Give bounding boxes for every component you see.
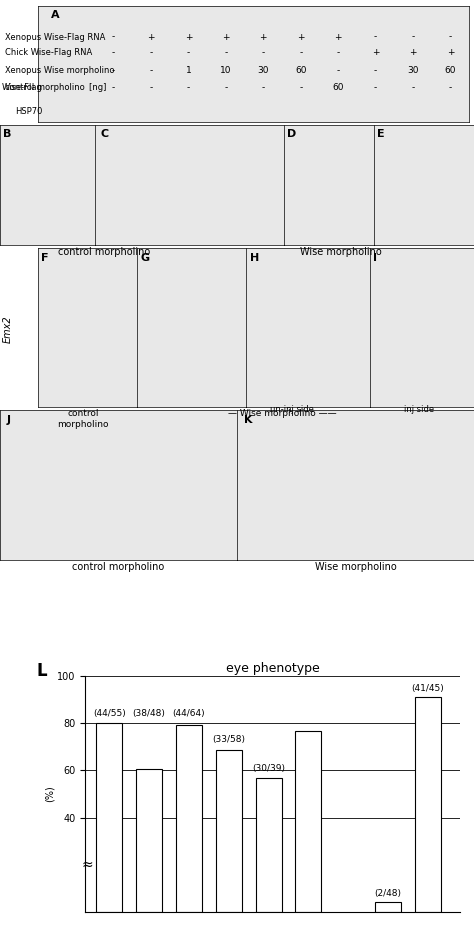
Text: -: - xyxy=(149,48,153,57)
Text: Chick Wise-Flag RNA: Chick Wise-Flag RNA xyxy=(5,48,92,57)
Text: ≈: ≈ xyxy=(82,857,93,872)
Y-axis label: (%): (%) xyxy=(45,785,55,803)
Text: HSP70: HSP70 xyxy=(15,106,43,116)
Text: I: I xyxy=(373,253,377,263)
Text: (2/48): (2/48) xyxy=(374,889,401,898)
Bar xyxy=(295,731,321,912)
Text: 60: 60 xyxy=(445,66,456,75)
Text: -: - xyxy=(112,48,115,57)
Text: -: - xyxy=(337,48,340,57)
Text: +: + xyxy=(260,32,267,42)
Text: -: - xyxy=(262,48,265,57)
Text: -: - xyxy=(299,48,302,57)
Text: 60: 60 xyxy=(332,83,344,93)
Text: B: B xyxy=(3,129,11,139)
Text: A: A xyxy=(51,10,59,20)
Text: (30/39): (30/39) xyxy=(252,764,285,773)
Text: Wise-Flag: Wise-Flag xyxy=(2,83,43,93)
Text: G: G xyxy=(141,253,150,263)
Text: -: - xyxy=(187,48,190,57)
Text: (41/45): (41/45) xyxy=(411,683,444,693)
Text: C: C xyxy=(100,129,109,139)
Text: 30: 30 xyxy=(257,66,269,75)
Text: 1: 1 xyxy=(185,66,191,75)
Bar xyxy=(136,770,162,912)
Text: 10: 10 xyxy=(220,66,232,75)
Text: un-inj side: un-inj side xyxy=(270,405,313,414)
Text: control morpholino  [ng]: control morpholino [ng] xyxy=(5,83,106,93)
Text: -: - xyxy=(224,48,228,57)
Text: control
morpholino: control morpholino xyxy=(57,409,109,429)
Text: -: - xyxy=(411,83,415,93)
Text: +: + xyxy=(222,32,229,42)
Text: -: - xyxy=(224,83,228,93)
Text: -: - xyxy=(411,32,415,42)
Text: -: - xyxy=(112,83,115,93)
Text: -: - xyxy=(337,66,340,75)
Text: -: - xyxy=(374,66,377,75)
Text: (38/48): (38/48) xyxy=(133,709,165,719)
Text: -: - xyxy=(449,32,452,42)
Text: J: J xyxy=(7,415,11,425)
Bar xyxy=(415,697,441,912)
Text: -: - xyxy=(149,83,153,93)
Text: -: - xyxy=(149,66,153,75)
Text: -: - xyxy=(187,83,190,93)
Bar xyxy=(255,778,282,912)
Text: Wise morpholino: Wise morpholino xyxy=(315,562,396,572)
Text: D: D xyxy=(287,129,296,139)
Text: -: - xyxy=(112,66,115,75)
Text: +: + xyxy=(372,48,379,57)
Text: -: - xyxy=(299,83,302,93)
Text: (44/55): (44/55) xyxy=(93,709,126,719)
Text: K: K xyxy=(244,415,253,425)
Text: F: F xyxy=(41,253,48,263)
Text: 60: 60 xyxy=(295,66,307,75)
Bar xyxy=(96,723,122,912)
Text: (44/64): (44/64) xyxy=(173,709,205,719)
Bar xyxy=(176,725,202,912)
Text: inj side: inj side xyxy=(404,405,435,414)
Text: +: + xyxy=(410,48,417,57)
Text: +: + xyxy=(297,32,304,42)
Text: -: - xyxy=(112,32,115,42)
Text: control morpholino: control morpholino xyxy=(58,247,150,257)
Text: +: + xyxy=(185,32,192,42)
Text: +: + xyxy=(447,48,454,57)
Text: Xenopus Wise morpholino: Xenopus Wise morpholino xyxy=(5,66,114,75)
Text: -: - xyxy=(262,83,265,93)
Text: +: + xyxy=(335,32,342,42)
Text: (33/58): (33/58) xyxy=(212,735,245,745)
Text: — Wise morpholino ——: — Wise morpholino —— xyxy=(228,409,337,419)
Text: L: L xyxy=(36,662,47,680)
Bar xyxy=(216,750,242,912)
Text: -: - xyxy=(374,32,377,42)
Text: -: - xyxy=(374,83,377,93)
Text: Wise morpholino: Wise morpholino xyxy=(301,247,382,257)
Text: -: - xyxy=(449,83,452,93)
Text: H: H xyxy=(250,253,259,263)
Text: +: + xyxy=(147,32,155,42)
Text: Xenopus Wise-Flag RNA: Xenopus Wise-Flag RNA xyxy=(5,32,105,42)
Text: E: E xyxy=(377,129,385,139)
Text: control morpholino: control morpholino xyxy=(73,562,164,572)
Title: eye phenotype: eye phenotype xyxy=(226,662,319,675)
Text: Emx2: Emx2 xyxy=(2,315,12,343)
Bar xyxy=(375,902,401,912)
Text: 30: 30 xyxy=(407,66,419,75)
